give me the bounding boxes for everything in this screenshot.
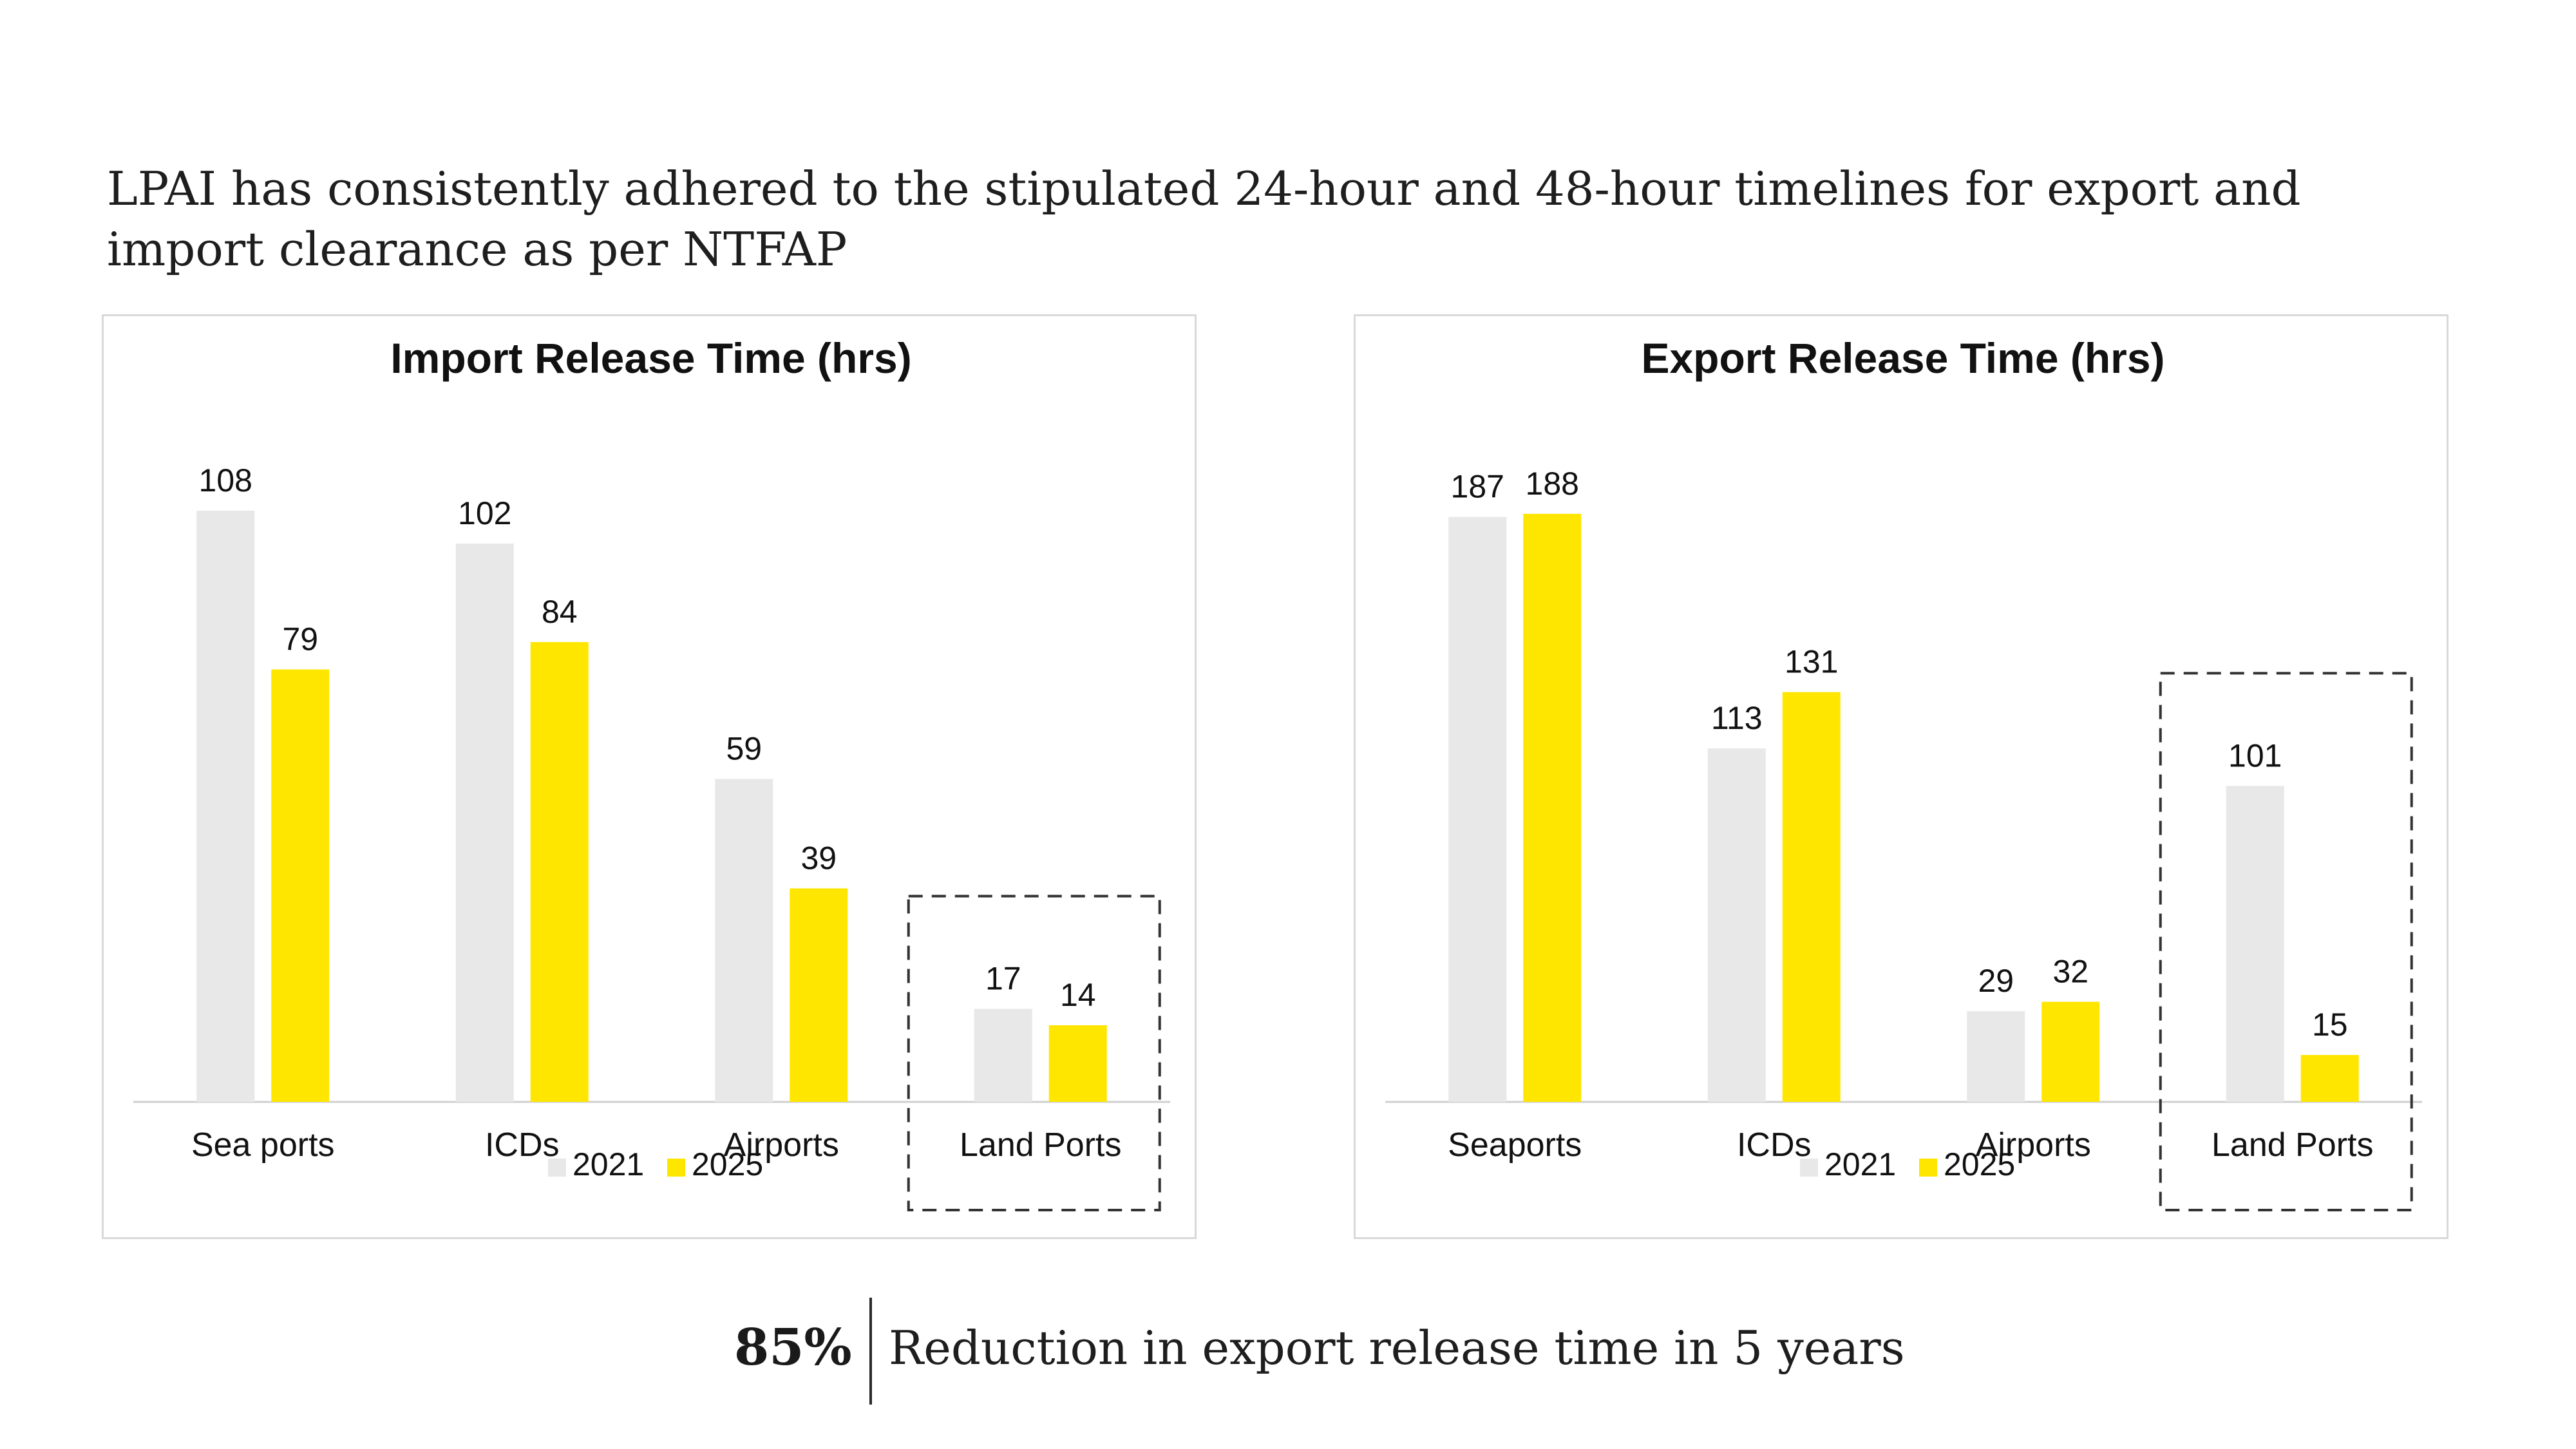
- import-data-label-icds-2021: 102: [458, 495, 511, 531]
- import-bar-icds-2025: [530, 642, 589, 1102]
- export-highlight-box-land-ports: [2159, 672, 2413, 1211]
- import-data-label-sea-ports-2025: 79: [282, 621, 318, 658]
- export-category-label-icds: ICDs: [1737, 1126, 1812, 1164]
- import-chart-title: Import Release Time (hrs): [390, 334, 911, 382]
- import-bar-airports-2025: [790, 888, 848, 1102]
- export-legend-label-2021: 2021: [1824, 1146, 1896, 1182]
- import-data-label-land-ports-2021: 17: [985, 961, 1021, 997]
- import-bar-airports-2021: [715, 779, 773, 1102]
- export-legend-swatch-2021: [1800, 1159, 1818, 1177]
- stat-divider: [869, 1298, 872, 1405]
- export-data-label-land-ports-2025: 15: [2312, 1007, 2348, 1043]
- export-legend-swatch-2025: [1919, 1159, 1937, 1177]
- import-legend-swatch-2021: [548, 1159, 566, 1177]
- export-bar-seaports-2021: [1448, 516, 1507, 1102]
- export-bar-airports-2025: [2041, 1001, 2100, 1102]
- import-bar-sea-ports-2025: [271, 669, 330, 1102]
- import-data-label-sea-ports-2021: 108: [199, 462, 252, 498]
- import-legend-swatch-2025: [667, 1159, 685, 1177]
- import-legend-label-2025: 2025: [692, 1146, 763, 1182]
- import-chart-svg: Import Release Time (hrs) 108 79 Sea ports 1…: [133, 334, 1170, 1211]
- import-data-label-icds-2025: 84: [542, 594, 578, 630]
- import-category-label-sea-ports: Sea ports: [191, 1126, 335, 1164]
- export-data-label-airports-2021: 29: [1978, 963, 2014, 999]
- import-legend-label-2021: 2021: [573, 1146, 644, 1182]
- stat-value: 85%: [734, 1318, 852, 1377]
- export-chart-title: Export Release Time (hrs): [1641, 334, 2164, 382]
- export-chart-svg: Export Release Time (hrs) 187 188 Seaports 1…: [1385, 334, 2422, 1211]
- export-bar-seaports-2025: [1523, 513, 1582, 1102]
- export-data-label-icds-2025: 131: [1785, 644, 1838, 680]
- export-category-label-seaports: Seaports: [1448, 1126, 1582, 1164]
- import-category-label-land-ports: Land Ports: [960, 1126, 1122, 1164]
- export-data-label-land-ports-2021: 101: [2228, 737, 2282, 773]
- export-release-time-chart: Export Release Time (hrs) 187 188 Seaports 1…: [1354, 314, 2448, 1239]
- export-category-label-land-ports: Land Ports: [2211, 1126, 2374, 1164]
- import-bar-land-ports-2021: [974, 1009, 1032, 1102]
- import-bar-sea-ports-2021: [196, 511, 255, 1102]
- import-bar-icds-2021: [455, 544, 514, 1102]
- import-bar-land-ports-2025: [1048, 1025, 1107, 1102]
- import-data-label-airports-2025: 39: [800, 840, 837, 876]
- export-data-label-seaports-2021: 187: [1451, 469, 1504, 505]
- import-release-time-chart: Import Release Time (hrs) 108 79 Sea ports 1…: [102, 314, 1197, 1239]
- import-data-label-land-ports-2025: 14: [1060, 977, 1096, 1013]
- import-data-label-airports-2021: 59: [726, 731, 762, 767]
- export-legend-label-2025: 2025: [1944, 1146, 2015, 1182]
- export-category-label-airports: Airports: [1976, 1126, 2091, 1164]
- export-bar-land-ports-2021: [2226, 786, 2284, 1102]
- export-bar-airports-2021: [1967, 1011, 2025, 1102]
- footer-stat: 85% Reduction in export release time in …: [0, 1298, 2576, 1405]
- import-category-label-icds: ICDs: [485, 1126, 560, 1164]
- export-data-label-icds-2021: 113: [1711, 700, 1763, 736]
- import-category-label-airports: Airports: [724, 1126, 839, 1164]
- stat-text: Reduction in export release time in 5 ye…: [889, 1321, 1905, 1375]
- page-headline: LPAI has consistently adhered to the sti…: [107, 162, 2301, 276]
- export-data-label-airports-2025: 32: [2052, 954, 2088, 990]
- export-bar-land-ports-2025: [2300, 1055, 2359, 1102]
- import-highlight-box-land-ports: [907, 895, 1161, 1211]
- export-data-label-seaports-2025: 188: [1526, 466, 1579, 502]
- export-bar-icds-2025: [1782, 692, 1841, 1102]
- export-bar-icds-2021: [1707, 748, 1766, 1102]
